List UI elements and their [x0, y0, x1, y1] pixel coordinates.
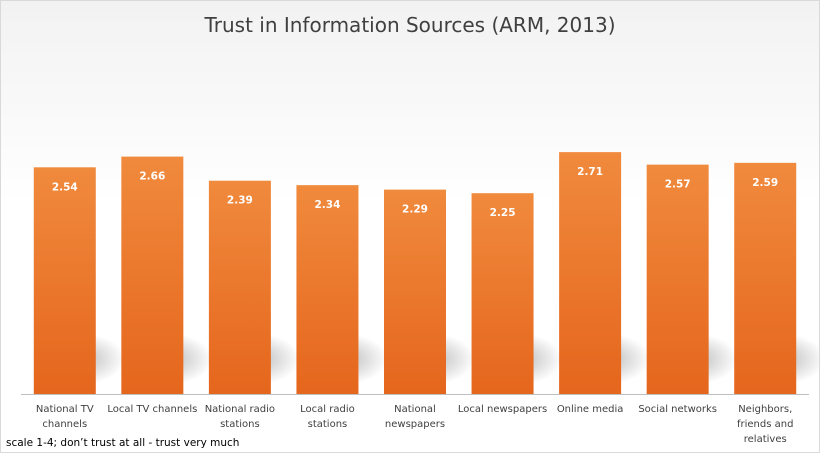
x-tick-label: National newspapers	[385, 404, 445, 430]
data-label: 2.34	[314, 199, 340, 211]
x-tick-label: National radio stations	[205, 404, 275, 430]
bar	[734, 162, 797, 394]
bar	[121, 156, 184, 394]
bar	[33, 167, 96, 394]
chart-note: scale 1-4; don’t trust at all - trust ve…	[6, 437, 240, 449]
bar	[384, 189, 446, 394]
bar	[296, 185, 359, 394]
data-label: 2.71	[577, 166, 603, 178]
x-tick-label: Local newspapers	[458, 404, 547, 415]
bar	[208, 180, 271, 394]
data-label: 2.29	[402, 204, 428, 216]
x-tick-label: National TV channels	[36, 404, 94, 430]
x-tick-label: Local TV channels	[107, 404, 197, 415]
x-tick-label: Local radio stations	[300, 404, 355, 430]
bar	[646, 164, 709, 394]
data-label: 2.25	[490, 207, 516, 219]
chart-title: Trust in Information Sources (ARM, 2013)	[204, 13, 616, 37]
bar	[559, 152, 622, 394]
x-tick-label: Social networks	[638, 404, 717, 415]
bar	[471, 193, 534, 394]
x-tick-label: Online media	[557, 404, 624, 415]
data-label: 2.59	[752, 177, 778, 189]
data-label: 2.39	[227, 195, 253, 207]
data-label: 2.66	[139, 171, 165, 183]
data-label: 2.57	[665, 179, 691, 191]
x-tick-label: Neighbors, friends and relatives	[737, 404, 793, 445]
data-label: 2.54	[52, 181, 78, 193]
